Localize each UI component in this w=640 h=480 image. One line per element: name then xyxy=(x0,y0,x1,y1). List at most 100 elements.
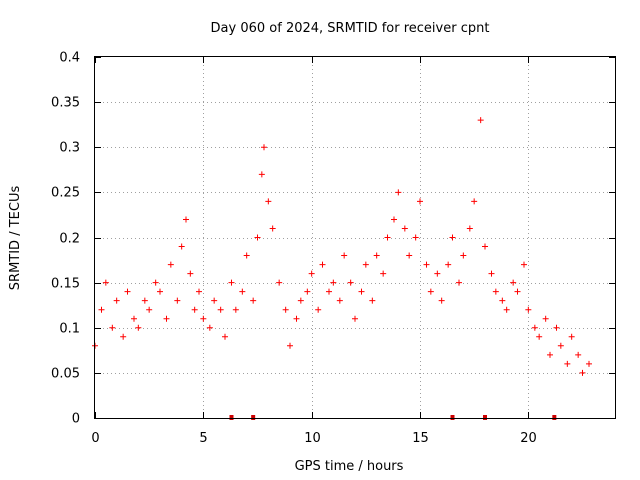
data-gap-marker xyxy=(483,415,487,420)
y-tick-label: 0.15 xyxy=(51,277,80,292)
data-point xyxy=(449,234,456,241)
data-point xyxy=(120,333,127,340)
data-point xyxy=(445,261,452,268)
data-point xyxy=(499,297,506,304)
data-point xyxy=(503,306,510,313)
data-point xyxy=(531,324,538,331)
data-point xyxy=(200,315,207,322)
data-point xyxy=(326,288,332,295)
data-point xyxy=(514,288,521,295)
data-point xyxy=(269,225,276,232)
data-point xyxy=(178,243,185,250)
data-point xyxy=(297,297,304,304)
x-tick-label: 0 xyxy=(91,431,99,446)
data-point xyxy=(174,297,181,304)
data-point xyxy=(243,252,250,259)
data-point xyxy=(466,225,473,232)
data-point xyxy=(102,279,109,286)
data-point xyxy=(423,261,430,268)
axis-ticks xyxy=(95,57,615,419)
data-point xyxy=(358,288,365,295)
data-point xyxy=(258,171,265,178)
data-point xyxy=(510,279,517,286)
data-point xyxy=(542,315,549,322)
data-point xyxy=(211,297,218,304)
y-tick-label: 0.3 xyxy=(59,141,80,156)
data-point xyxy=(282,306,289,313)
data-point xyxy=(586,360,592,367)
data-point xyxy=(369,297,376,304)
tick-labels: 0 0.05 0.1 0.15 0.2 0.25 0.3 0.35 0.4 0 5 10 15 20 xyxy=(51,51,537,447)
data-gap-markers xyxy=(229,415,557,420)
data-point xyxy=(412,234,419,241)
data-point xyxy=(564,360,571,367)
grid-lines xyxy=(95,57,615,418)
y-tick-label: 0.05 xyxy=(51,367,80,382)
data-gap-marker xyxy=(229,415,234,420)
y-tick-label: 0.1 xyxy=(59,322,80,337)
data-point xyxy=(183,216,189,223)
data-point xyxy=(362,261,369,268)
data-gap-marker xyxy=(251,415,256,420)
data-point xyxy=(336,297,343,304)
data-point xyxy=(488,270,495,277)
plot-frame xyxy=(94,56,616,419)
data-point xyxy=(191,306,198,313)
data-point xyxy=(250,297,257,304)
data-point xyxy=(352,315,358,322)
data-point xyxy=(187,270,194,277)
data-point xyxy=(113,297,120,304)
x-tick-label: 15 xyxy=(412,431,429,446)
data-point xyxy=(579,369,586,376)
data-point xyxy=(196,288,202,295)
data-point xyxy=(261,144,267,151)
data-point xyxy=(131,315,137,322)
data-point xyxy=(384,234,391,241)
data-point xyxy=(308,270,315,277)
data-point xyxy=(492,288,499,295)
data-point xyxy=(146,306,153,313)
data-point xyxy=(141,297,148,304)
data-point xyxy=(222,333,228,340)
data-point xyxy=(276,279,283,286)
data-point xyxy=(568,333,575,340)
data-point xyxy=(98,306,105,313)
y-tick-label: 0.25 xyxy=(51,186,80,201)
data-point xyxy=(547,351,553,358)
x-tick-label: 20 xyxy=(520,431,537,446)
x-axis-label: GPS time / hours xyxy=(295,459,404,474)
data-point xyxy=(401,225,408,232)
data-point xyxy=(232,306,239,313)
data-point xyxy=(293,315,300,322)
data-gap-marker xyxy=(450,415,455,420)
data-point xyxy=(347,279,354,286)
data-point xyxy=(341,252,348,259)
data-point xyxy=(406,252,413,259)
y-tick-label: 0.2 xyxy=(59,232,80,247)
y-tick-label: 0.35 xyxy=(51,96,80,111)
data-point xyxy=(434,270,441,277)
data-point xyxy=(460,252,467,259)
data-point xyxy=(217,306,224,313)
data-point xyxy=(167,261,174,268)
data-point xyxy=(471,198,478,205)
y-tick-label: 0.4 xyxy=(59,51,80,66)
data-point xyxy=(228,279,235,286)
data-gap-marker xyxy=(552,415,557,420)
data-point xyxy=(265,198,272,205)
data-point xyxy=(239,288,246,295)
data-point xyxy=(315,306,322,313)
data-point xyxy=(380,270,387,277)
data-point xyxy=(330,279,337,286)
data-point xyxy=(482,243,488,250)
data-point xyxy=(557,342,564,349)
x-tick-label: 10 xyxy=(304,431,321,446)
data-point xyxy=(575,351,582,358)
data-point xyxy=(124,288,131,295)
x-tick-label: 5 xyxy=(199,431,207,446)
data-point xyxy=(157,288,163,295)
data-point xyxy=(521,261,527,268)
data-point xyxy=(391,216,397,223)
data-point xyxy=(395,189,402,196)
